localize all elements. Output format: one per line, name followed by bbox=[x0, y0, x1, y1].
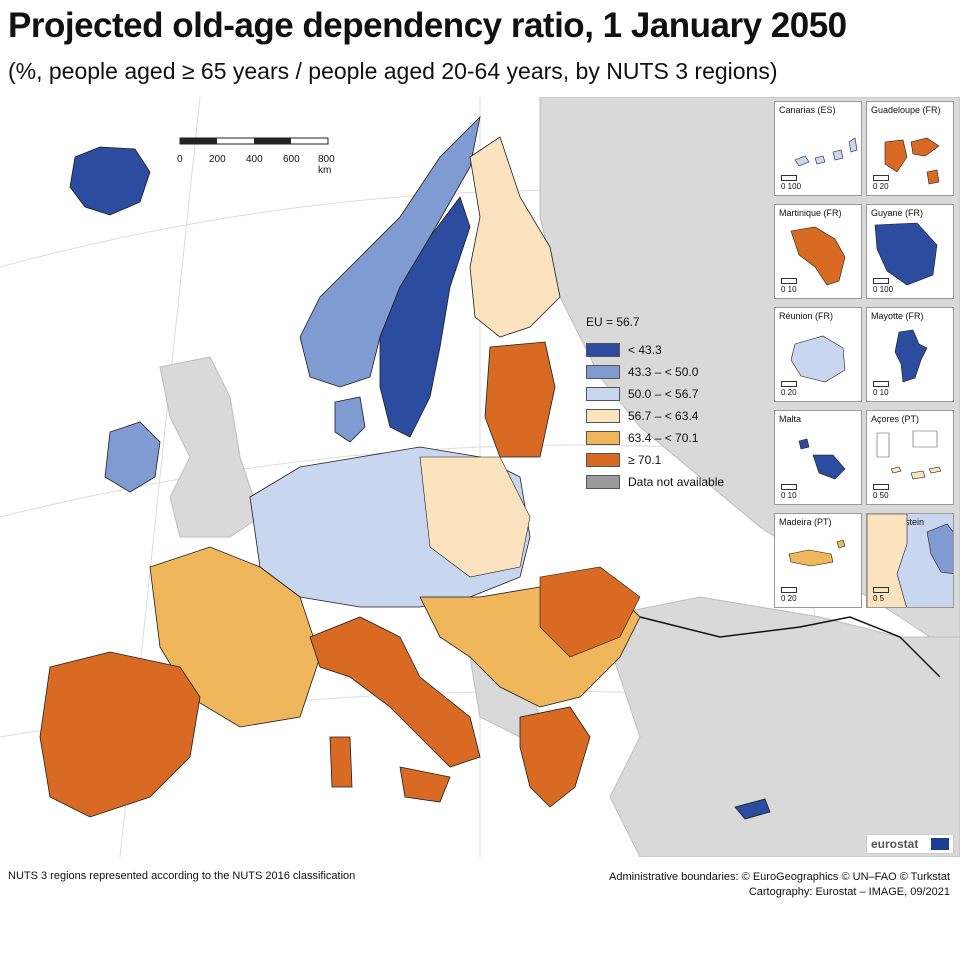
legend-eu-value: EU = 56.7 bbox=[586, 315, 640, 329]
footer-note: NUTS 3 regions represented according to … bbox=[8, 870, 356, 882]
legend-swatch bbox=[586, 431, 620, 445]
region-iberia bbox=[39, 651, 201, 818]
inset-title: Guyane (FR) bbox=[871, 208, 924, 218]
footer-credit-boundaries: Administrative boundaries: © EuroGeograp… bbox=[608, 871, 950, 883]
region-baltics bbox=[484, 341, 556, 458]
inset-title: Mayotte (FR) bbox=[871, 311, 924, 321]
map-subtitle: (%, people aged ≥ 65 years / people aged… bbox=[8, 58, 778, 84]
inset-map bbox=[874, 222, 938, 286]
region-poland bbox=[419, 456, 531, 578]
legend-item: 63.4 – < 70.1 bbox=[586, 427, 766, 449]
legend-label: 63.4 – < 70.1 bbox=[628, 431, 699, 445]
inset-scale: 0 100 bbox=[873, 278, 893, 294]
eu-flag-icon bbox=[931, 838, 949, 850]
legend-item: 43.3 – < 50.0 bbox=[586, 361, 766, 383]
scale-label-800: 800 km bbox=[318, 154, 335, 176]
legend-swatch bbox=[586, 343, 620, 357]
footer-credits: Administrative boundaries: © EuroGeograp… bbox=[609, 870, 950, 900]
inset-map bbox=[794, 137, 858, 167]
region-iceland bbox=[69, 146, 151, 216]
legend-swatch bbox=[586, 475, 620, 489]
legend-item: < 43.3 bbox=[586, 339, 766, 361]
inset-title: Canarias (ES) bbox=[779, 105, 836, 115]
inset-acores: Açores (PT) 0 50 bbox=[866, 410, 954, 505]
region-greece bbox=[519, 706, 591, 808]
inset-liechtenstein: Liechtenstein 0 5 bbox=[866, 513, 954, 608]
inset-map bbox=[894, 329, 928, 383]
border-line bbox=[639, 616, 941, 678]
inset-scale: 0 10 bbox=[873, 381, 889, 397]
inset-scale: 0 10 bbox=[781, 278, 797, 294]
inset-guadeloupe: Guadeloupe (FR) 0 20 bbox=[866, 101, 954, 196]
footer-credit-cartography: Cartography: Eurostat – IMAGE, 09/2021 bbox=[748, 886, 950, 898]
region-norway bbox=[299, 115, 481, 388]
legend-label: 43.3 – < 50.0 bbox=[628, 365, 699, 379]
inset-guyane: Guyane (FR) 0 100 bbox=[866, 204, 954, 299]
scale-bar: 0 200 400 600 800 km bbox=[176, 134, 336, 176]
inset-mayotte: Mayotte (FR) 0 10 bbox=[866, 307, 954, 402]
region-sicily bbox=[399, 766, 451, 803]
region-denmark bbox=[334, 396, 366, 443]
region-finland bbox=[469, 136, 561, 338]
europe-map: 0 200 400 600 800 km EU = 56.7 < 43.3 43… bbox=[0, 97, 960, 857]
inset-title: Malta bbox=[779, 414, 802, 424]
map-title: Projected old-age dependency ratio, 1 Ja… bbox=[8, 6, 847, 45]
legend-item: 50.0 – < 56.7 bbox=[586, 383, 766, 405]
legend-label: 56.7 – < 63.4 bbox=[628, 409, 699, 423]
legend-swatch bbox=[586, 365, 620, 379]
inset-scale: 0 50 bbox=[873, 484, 889, 500]
legend-label: < 43.3 bbox=[628, 343, 662, 357]
inset-map bbox=[790, 226, 846, 286]
inset-scale: 0 20 bbox=[781, 381, 797, 397]
logo-text: eurostat bbox=[871, 837, 919, 851]
inset-reunion: Réunion (FR) 0 20 bbox=[774, 307, 862, 402]
inset-title: Guadeloupe (FR) bbox=[871, 105, 941, 115]
inset-scale: 0 10 bbox=[781, 484, 797, 500]
legend-label: 50.0 – < 56.7 bbox=[628, 387, 699, 401]
inset-canarias: Canarias (ES) 0 100 bbox=[774, 101, 862, 196]
inset-scale: 0 20 bbox=[781, 587, 797, 603]
inset-title: Madeira (PT) bbox=[779, 517, 832, 527]
inset-malta: Malta 0 10 bbox=[774, 410, 862, 505]
legend-label: Data not available bbox=[628, 475, 725, 489]
legend-label: ≥ 70.1 bbox=[628, 453, 662, 467]
legend-swatch bbox=[586, 387, 620, 401]
scale-label-600: 600 bbox=[283, 154, 300, 165]
inset-scale: 0 20 bbox=[873, 175, 889, 191]
region-sardinia bbox=[329, 736, 353, 788]
legend-swatch bbox=[586, 453, 620, 467]
inset-madeira: Madeira (PT) 0 20 bbox=[774, 513, 862, 608]
region-italy bbox=[309, 616, 481, 768]
legend-swatch bbox=[586, 409, 620, 423]
scale-label-400: 400 bbox=[246, 154, 263, 165]
inset-title: Martinique (FR) bbox=[779, 208, 842, 218]
region-romania bbox=[539, 566, 641, 658]
inset-scale: 0 5 bbox=[873, 587, 889, 603]
inset-title: Açores (PT) bbox=[871, 414, 920, 424]
legend-item: 56.7 – < 63.4 bbox=[586, 405, 766, 427]
scale-label-200: 200 bbox=[209, 154, 226, 165]
inset-map bbox=[876, 430, 942, 480]
region-sweden bbox=[379, 196, 471, 438]
inset-map bbox=[788, 539, 846, 567]
inset-title: Réunion (FR) bbox=[779, 311, 834, 321]
region-ireland bbox=[104, 421, 161, 493]
inset-map bbox=[884, 137, 940, 185]
eurostat-logo: eurostat bbox=[866, 834, 954, 854]
inset-martinique: Martinique (FR) 0 10 bbox=[774, 204, 862, 299]
scale-label-0: 0 bbox=[177, 154, 183, 165]
legend-item: Data not available bbox=[586, 471, 766, 493]
legend-item: ≥ 70.1 bbox=[586, 449, 766, 471]
inset-map bbox=[867, 514, 953, 607]
inset-scale: 0 100 bbox=[781, 175, 801, 191]
inset-panels: Canarias (ES) 0 100 Guadeloupe (FR) 0 20… bbox=[768, 97, 960, 617]
scale-bar-graphic bbox=[179, 137, 329, 145]
inset-map bbox=[798, 438, 846, 480]
region-cyprus bbox=[734, 798, 771, 820]
legend: EU = 56.7 < 43.3 43.3 – < 50.0 50.0 – < … bbox=[586, 315, 766, 493]
inset-map bbox=[790, 335, 846, 383]
